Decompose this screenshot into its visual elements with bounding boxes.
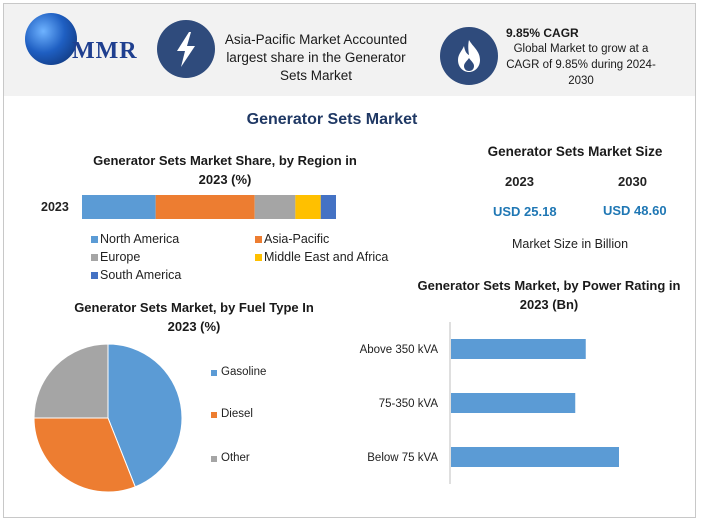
power-rating-category-label: Above 350 kVA: [360, 344, 439, 356]
header-box1-text: Asia-Pacific Market Accounted largest sh…: [224, 32, 408, 83]
main-title: Generator Sets Market: [246, 111, 418, 128]
lightning-icon-graphic: [177, 32, 195, 67]
power-rating-bar: [451, 393, 576, 413]
market-size-year-2023: 2023: [505, 174, 534, 189]
flame-icon-graphic: [458, 40, 480, 72]
market-size-value-2023: USD 25.18: [493, 204, 557, 219]
region-bar-segment-1: [155, 195, 255, 219]
globe-logo-icon: [25, 13, 77, 65]
power-rating-bar: [451, 339, 586, 359]
lightning-icon: [157, 20, 215, 78]
fuel-type-chart-title: Generator Sets Market, by Fuel Type In 2…: [74, 300, 314, 334]
market-size-note: Market Size in Billion: [512, 237, 629, 251]
region-legend-swatch: [255, 236, 262, 243]
pie-legend-label: Other: [221, 452, 250, 464]
region-chart-title: Generator Sets Market Share, by Region i…: [93, 153, 357, 187]
power-rating-chart-title: Generator Sets Market, by Power Rating i…: [417, 278, 681, 312]
pie-legend-label: Gasoline: [221, 366, 267, 378]
infographic-frame: [3, 3, 696, 518]
header-box2-title: 9.85% CAGR: [506, 26, 579, 40]
pie-legend-label: Diesel: [221, 408, 253, 420]
region-legend-label: Asia-Pacific: [264, 232, 330, 246]
market-size-title: Generator Sets Market Size: [487, 144, 663, 159]
region-legend-swatch: [91, 254, 98, 261]
pie-legend-swatch: [211, 370, 217, 376]
pie-slice-gasoline: [107, 343, 183, 488]
region-bar-segment-2: [254, 195, 296, 219]
region-legend-swatch: [255, 254, 262, 261]
region-bar-segment-0: [82, 195, 156, 219]
region-legend-label: South America: [100, 268, 182, 282]
flame-icon: [440, 27, 498, 85]
region-legend-label: Middle East and Africa: [264, 250, 389, 264]
pie-legend-swatch: [211, 456, 217, 462]
power-rating-bar: [451, 447, 619, 467]
region-legend-swatch: [91, 236, 98, 243]
header-band: [4, 4, 695, 96]
region-bar-segment-3: [295, 195, 321, 219]
region-chart-category-label: 2023: [41, 200, 69, 214]
region-legend-label: North America: [100, 232, 180, 246]
market-size-value-2030: USD 48.60: [603, 203, 667, 218]
market-size-year-2030: 2030: [618, 174, 647, 189]
pie-legend-swatch: [211, 412, 217, 418]
power-rating-category-label: 75-350 kVA: [379, 398, 439, 410]
power-rating-category-label: Below 75 kVA: [367, 452, 438, 464]
pie-slice-other: [33, 343, 109, 419]
region-legend-swatch: [91, 272, 98, 279]
pie-slice-diesel: [33, 417, 136, 493]
header-box2-text: Global Market to grow at a CAGR of 9.85%…: [506, 43, 656, 87]
region-bar-segment-4: [320, 195, 336, 219]
brand-logo: MMR: [72, 38, 138, 64]
region-legend-label: Europe: [100, 250, 141, 264]
